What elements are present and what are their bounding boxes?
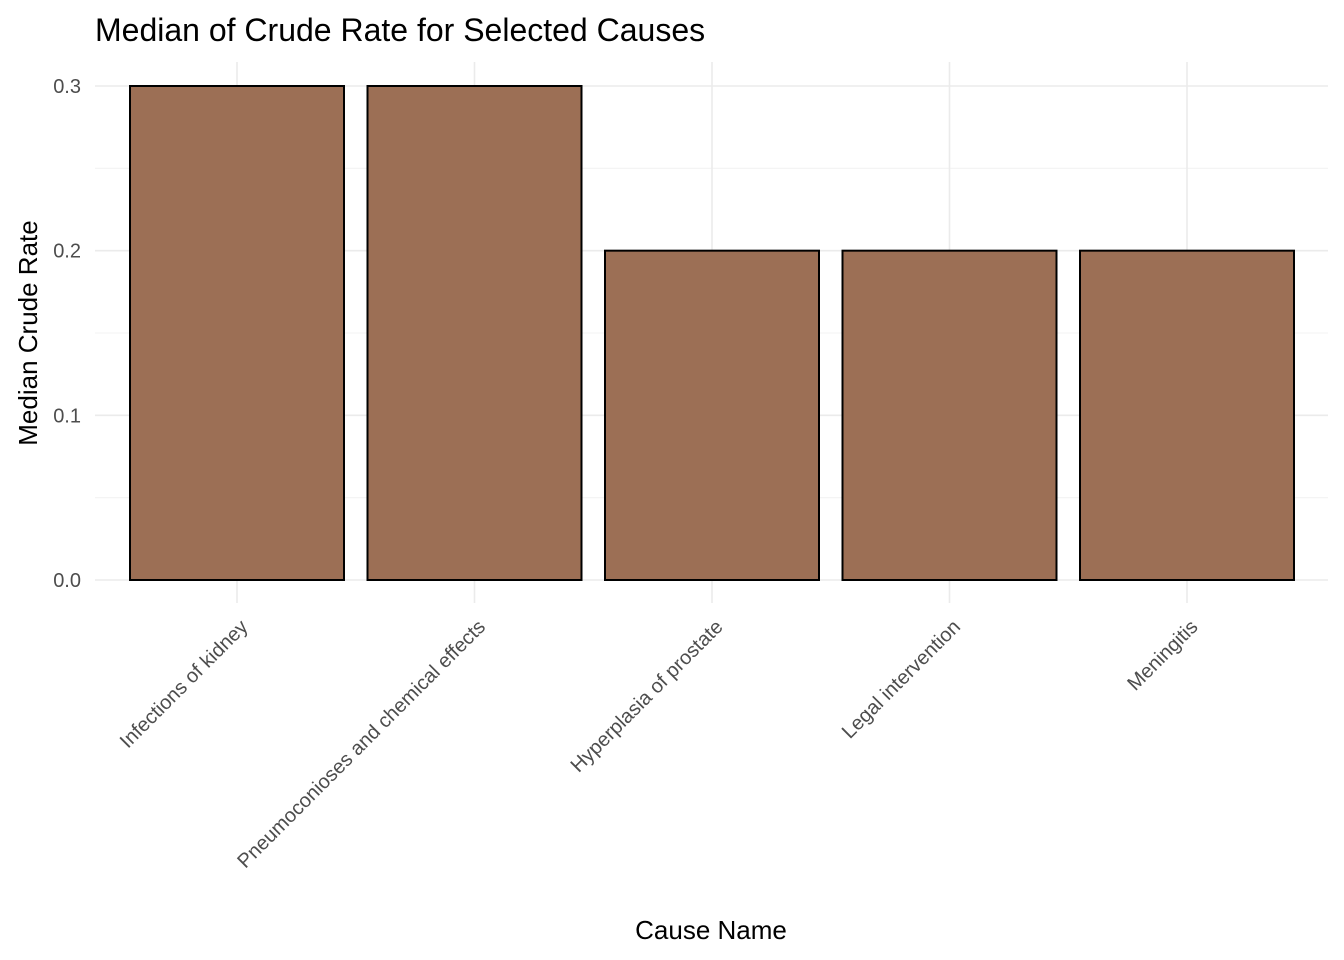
bars: [129, 85, 1295, 582]
x-tick-label: Legal intervention: [838, 616, 965, 743]
y-axis-title: Median Crude Rate: [13, 220, 43, 445]
chart-title: Median of Crude Rate for Selected Causes: [95, 12, 705, 48]
x-tick-label: Meningitis: [1123, 616, 1202, 695]
y-tick-label: 0.1: [53, 405, 81, 427]
x-axis-title: Cause Name: [635, 915, 787, 945]
bar-5: [1079, 249, 1295, 582]
y-axis-ticks: 0.0 0.1 0.2 0.3: [53, 76, 81, 592]
x-tick-label: Pneumoconioses and chemical effects: [233, 616, 490, 873]
x-tick-label: Infections of kidney: [116, 616, 253, 753]
y-tick-label: 0.2: [53, 241, 81, 263]
x-tick-label: Hyperplasia of prostate: [567, 616, 728, 777]
y-tick-label: 0.0: [53, 570, 81, 592]
bar-4: [841, 249, 1058, 582]
bar-3: [604, 249, 820, 582]
y-tick-label: 0.3: [53, 76, 81, 98]
bar-2: [366, 85, 583, 581]
bar-1: [129, 85, 345, 581]
